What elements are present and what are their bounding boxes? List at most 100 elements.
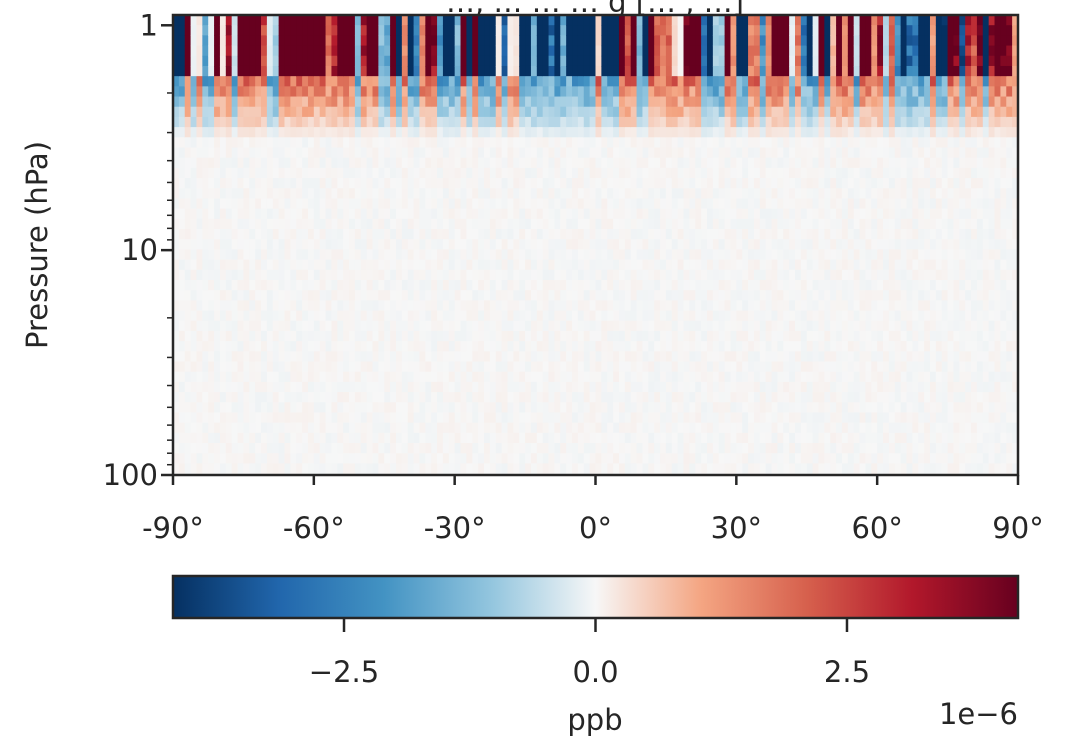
heatmap-cell	[296, 361, 303, 373]
heatmap-cell	[225, 290, 233, 301]
heatmap-cell	[190, 310, 198, 322]
heatmap-cell	[290, 45, 297, 57]
heatmap-cell	[202, 65, 209, 77]
heatmap-cell	[759, 422, 767, 434]
heatmap-cell	[795, 208, 802, 220]
heatmap-cell	[407, 15, 415, 26]
heatmap-cell	[771, 178, 779, 189]
heatmap-cell	[495, 269, 503, 281]
heatmap-cell	[806, 147, 814, 159]
heatmap-cell	[501, 147, 509, 159]
heatmap-cell	[771, 208, 779, 220]
heatmap-cell	[278, 15, 286, 26]
heatmap-cell	[384, 422, 391, 434]
heatmap-cell	[519, 188, 526, 200]
heatmap-cell	[395, 239, 403, 250]
heatmap-cell	[307, 463, 315, 475]
heatmap-cell	[495, 15, 503, 26]
heatmap-cell	[249, 239, 256, 250]
heatmap-cell	[806, 208, 814, 220]
heatmap-cell	[219, 116, 227, 128]
heatmap-cell	[660, 361, 667, 373]
heatmap-cell	[495, 422, 503, 434]
heatmap-cell	[495, 392, 503, 403]
heatmap-cell	[484, 86, 491, 98]
heatmap-cell	[689, 320, 696, 332]
heatmap-cell	[184, 320, 192, 332]
heatmap-cell	[706, 330, 714, 342]
heatmap-cell	[718, 96, 726, 108]
heatmap-cell	[196, 432, 203, 444]
heatmap-cell	[566, 218, 573, 230]
heatmap-cell	[495, 76, 503, 87]
heatmap-cell	[771, 116, 779, 128]
heatmap-cell	[466, 300, 473, 312]
heatmap-cell	[495, 178, 503, 189]
heatmap-cell	[231, 381, 239, 393]
heatmap-cell	[618, 361, 626, 373]
heatmap-cell	[577, 116, 585, 128]
heatmap-cell	[378, 147, 385, 159]
heatmap-cell	[613, 106, 620, 118]
heatmap-cell	[759, 65, 767, 77]
heatmap-cell	[231, 422, 239, 434]
heatmap-cell	[196, 279, 203, 291]
heatmap-cell	[261, 300, 268, 312]
heatmap-cell	[789, 147, 796, 159]
heatmap-cell	[712, 25, 720, 36]
heatmap-cell	[454, 249, 462, 261]
heatmap-cell	[437, 137, 444, 149]
heatmap-cell	[671, 330, 679, 342]
heatmap-cell	[724, 137, 732, 149]
heatmap-cell	[425, 116, 432, 128]
heatmap-cell	[736, 412, 743, 424]
heatmap-cell	[577, 127, 585, 138]
heatmap-cell	[489, 381, 497, 393]
heatmap-cell	[272, 86, 280, 98]
heatmap-cell	[689, 330, 696, 342]
heatmap-cell	[266, 178, 274, 189]
heatmap-cell	[566, 198, 573, 210]
heatmap-cell	[448, 167, 456, 179]
heatmap-cell	[730, 310, 737, 322]
heatmap-cell	[595, 300, 602, 312]
heatmap-cell	[407, 178, 415, 189]
heatmap-cell	[390, 198, 397, 210]
heatmap-cell	[231, 453, 239, 465]
heatmap-cell	[648, 188, 655, 200]
heatmap-cell	[331, 351, 338, 363]
heatmap-cell	[372, 259, 379, 271]
heatmap-cell	[583, 412, 591, 424]
heatmap-cell	[231, 76, 239, 87]
heatmap-cell	[583, 432, 591, 444]
heatmap-cell	[214, 229, 221, 240]
heatmap-cell	[765, 208, 773, 220]
heatmap-cell	[231, 35, 239, 47]
heatmap-cell	[519, 25, 526, 36]
heatmap-cell	[724, 229, 732, 240]
heatmap-cell	[525, 76, 532, 87]
heatmap-cell	[636, 371, 644, 383]
heatmap-cell	[302, 55, 309, 67]
heatmap-cell	[572, 432, 579, 444]
heatmap-cell	[331, 178, 338, 189]
heatmap-cell	[466, 392, 473, 403]
heatmap-cell	[237, 55, 245, 67]
heatmap-cell	[354, 381, 362, 393]
heatmap-cell	[642, 208, 649, 220]
heatmap-cell	[724, 239, 732, 250]
heatmap-cell	[513, 290, 520, 301]
heatmap-cell	[419, 25, 426, 36]
heatmap-cell	[290, 290, 297, 301]
heatmap-cell	[536, 361, 544, 373]
heatmap-cell	[272, 290, 280, 301]
heatmap-cell	[642, 341, 649, 352]
heatmap-cell	[501, 402, 509, 414]
heatmap-cell	[683, 341, 690, 352]
heatmap-cell	[173, 147, 180, 159]
heatmap-cell	[208, 443, 215, 454]
heatmap-cell	[307, 392, 315, 403]
heatmap-cell	[777, 269, 784, 281]
heatmap-cell	[208, 371, 215, 383]
heatmap-cell	[272, 35, 280, 47]
